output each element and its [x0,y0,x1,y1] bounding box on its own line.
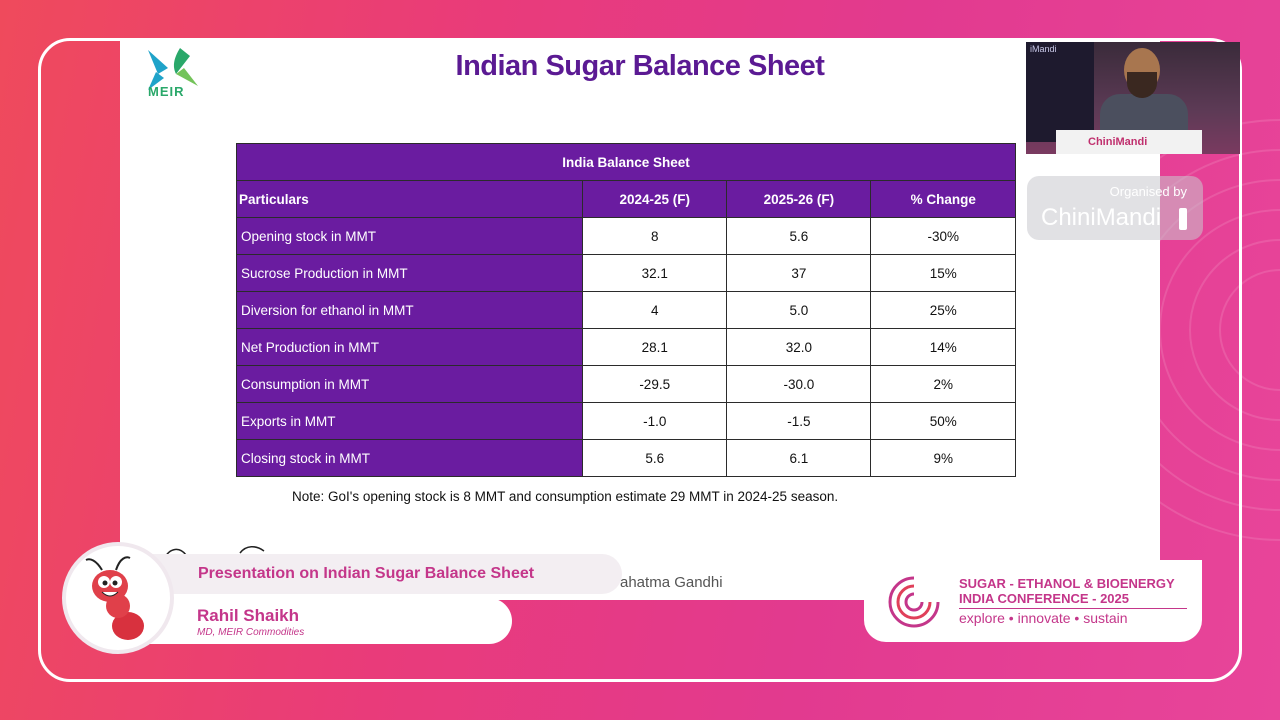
table-row: Closing stock in MMT 5.6 6.1 9% [235,439,1016,477]
row-label: Net Production in MMT [235,328,584,366]
ant-mascot-icon [85,556,144,640]
row-value: 5.0 [726,291,872,329]
row-value: -1.5 [726,402,872,440]
row-label: Sucrose Production in MMT [235,254,584,292]
conference-tagline: explore • innovate • sustain [959,610,1128,626]
row-value: 14% [870,328,1016,366]
organiser-mark-icon [1179,208,1187,230]
meir-logo [148,48,198,90]
balance-sheet-table: India Balance Sheet Particulars 2024-25 … [235,143,1016,477]
row-label: Exports in MMT [235,402,584,440]
mascot-avatar [62,542,174,654]
quote-attribution: ahatma Gandhi [620,574,723,591]
row-value: -1.0 [582,402,728,440]
row-label: Diversion for ethanol in MMT [235,291,584,329]
row-value: 9% [870,439,1016,477]
row-label: Closing stock in MMT [235,439,584,477]
header-2024-25: 2024-25 (F) [582,180,728,218]
row-value: 5.6 [582,439,728,477]
podium-label: ChiniMandi [1088,136,1148,148]
header-percent-change: % Change [870,180,1016,218]
stage-screen [1026,42,1094,142]
conference-badge: SUGAR - ETHANOL & BIOENERGY INDIA CONFER… [864,560,1202,642]
row-value: 2% [870,365,1016,403]
row-value: 32.0 [726,328,872,366]
table-row: Net Production in MMT 28.1 32.0 14% [235,328,1016,366]
row-value: 15% [870,254,1016,292]
organiser-badge: Organised by ChiniMandi [1027,176,1203,240]
speaker-beard [1127,72,1157,98]
footnote: Note: GoI's opening stock is 8 MMT and c… [292,489,839,504]
row-value: 4 [582,291,728,329]
header-particulars: Particulars [235,180,584,218]
row-value: 6.1 [726,439,872,477]
organiser-label: Organised by [1109,184,1187,199]
row-label: Consumption in MMT [235,365,584,403]
row-value: 25% [870,291,1016,329]
speaker-name-bar: Rahil Shaikh MD, MEIR Commodities [150,598,512,644]
presentation-title-bar: Presentation on Indian Sugar Balance She… [150,554,622,594]
row-value: -30% [870,217,1016,255]
meir-logo-text: MEIR [148,84,185,99]
row-value: 5.6 [726,217,872,255]
table-row: Exports in MMT -1.0 -1.5 50% [235,402,1016,440]
presentation-title: Presentation on Indian Sugar Balance She… [198,565,535,582]
table-row: Consumption in MMT -29.5 -30.0 2% [235,365,1016,403]
header-2025-26: 2025-26 (F) [726,180,872,218]
row-value: 50% [870,402,1016,440]
row-value: -29.5 [582,365,728,403]
speaker-role: MD, MEIR Commodities [197,627,305,638]
podium [1056,130,1202,154]
table-header-row: Particulars 2024-25 (F) 2025-26 (F) % Ch… [235,180,1016,218]
table-row: Sucrose Production in MMT 32.1 37 15% [235,254,1016,292]
row-value: 28.1 [582,328,728,366]
speaker-name: Rahil Shaikh [197,606,300,625]
row-label: Opening stock in MMT [235,217,584,255]
table-row: Opening stock in MMT 8 5.6 -30% [235,217,1016,255]
row-value: 32.1 [582,254,728,292]
row-value: 37 [726,254,872,292]
row-value: -30.0 [726,365,872,403]
table-row: Diversion for ethanol in MMT 4 5.0 25% [235,291,1016,329]
divider [959,608,1187,609]
presentation-slide: MEIR Indian Sugar Balance Sheet India Ba… [120,40,1160,600]
row-value: 8 [582,217,728,255]
speaker-video-inset: iMandi ChiniMandi [1026,42,1240,154]
table-caption: India Balance Sheet [236,143,1016,181]
conference-title-line2: INDIA CONFERENCE - 2025 [959,591,1129,606]
conference-title-line1: SUGAR - ETHANOL & BIOENERGY [959,576,1175,591]
outer-frame [38,38,1242,682]
stage-screen-text: iMandi [1030,44,1057,54]
slide-title: Indian Sugar Balance Sheet [455,50,825,82]
organiser-name: ChiniMandi [1041,204,1162,231]
conference-swirl-icon [888,576,940,628]
